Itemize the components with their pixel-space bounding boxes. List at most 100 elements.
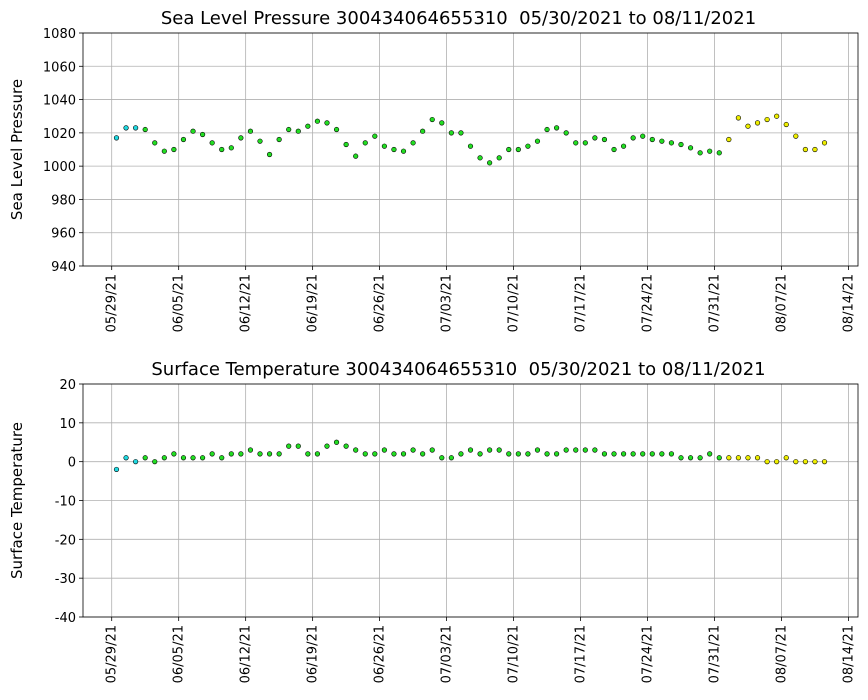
point (410, 140, 416, 146)
point (640, 451, 646, 457)
point (209, 451, 215, 457)
point (257, 138, 263, 144)
point (190, 128, 196, 134)
point (190, 455, 196, 461)
y-tick-label: 940 (51, 260, 76, 275)
point (171, 451, 177, 457)
point (783, 455, 789, 461)
x-tick-label: 07/03/21 (440, 625, 455, 683)
point (410, 447, 416, 453)
point (649, 136, 655, 143)
point (582, 447, 588, 453)
point (573, 140, 579, 146)
point (745, 455, 751, 461)
y-tick-label: 960 (51, 227, 76, 242)
point (286, 126, 292, 133)
point (113, 466, 120, 473)
point (802, 146, 808, 153)
point (324, 120, 330, 126)
point (152, 459, 158, 465)
point (707, 451, 713, 457)
point (678, 141, 684, 148)
point (544, 126, 550, 133)
point (487, 160, 493, 166)
point (381, 447, 387, 453)
point (429, 447, 435, 453)
point (659, 138, 665, 144)
point (391, 146, 397, 153)
point (400, 451, 407, 457)
point (754, 120, 761, 126)
x-tick-label: 07/31/21 (707, 625, 722, 683)
point (467, 143, 474, 149)
point (133, 459, 139, 465)
point (812, 146, 818, 153)
point (783, 121, 789, 128)
x-tick-label: 06/26/21 (373, 625, 388, 683)
point (219, 146, 225, 153)
point (668, 140, 675, 146)
x-tick-label: 06/05/21 (172, 274, 187, 332)
point (534, 447, 541, 453)
point (353, 447, 359, 453)
point (247, 447, 254, 453)
point (228, 451, 234, 457)
point (573, 447, 579, 453)
point (238, 451, 244, 457)
point (735, 115, 742, 121)
x-tick-label: 06/19/21 (306, 625, 321, 683)
point (199, 131, 206, 138)
point (582, 140, 588, 146)
point (199, 455, 206, 461)
point (439, 120, 445, 126)
point (161, 148, 167, 154)
chart-title: Surface Temperature 300434064655310 05/3… (151, 359, 765, 380)
point (764, 116, 770, 123)
point (515, 451, 521, 457)
point (601, 136, 608, 143)
point (458, 130, 464, 136)
x-tick-label: 06/05/21 (172, 625, 187, 683)
point (821, 459, 828, 465)
x-tick-label: 06/12/21 (239, 625, 254, 683)
point (630, 451, 636, 457)
point (123, 125, 129, 131)
point (381, 143, 387, 149)
point (353, 153, 359, 159)
point (515, 146, 521, 153)
y-tick-label: -30 (55, 572, 76, 587)
point (362, 140, 368, 146)
point (448, 130, 454, 136)
point (343, 141, 349, 148)
point (372, 133, 378, 139)
point (525, 451, 531, 457)
point (123, 455, 129, 461)
point (716, 455, 722, 461)
point (697, 150, 703, 156)
point (697, 455, 703, 461)
x-tick-label: 07/10/21 (507, 625, 522, 683)
y-tick-label: 1060 (43, 60, 76, 75)
point (496, 155, 502, 161)
point (286, 443, 292, 449)
point (496, 447, 502, 453)
point (420, 451, 426, 457)
point (257, 451, 263, 457)
point (180, 136, 187, 143)
point (668, 451, 675, 457)
x-tick-label: 07/17/21 (574, 274, 589, 332)
point (477, 155, 483, 161)
point (314, 118, 321, 124)
point (630, 135, 636, 141)
point (276, 451, 282, 457)
point (726, 136, 732, 143)
point (726, 455, 732, 461)
point (554, 125, 560, 131)
point (420, 128, 426, 134)
point (487, 447, 493, 453)
x-tick-label: 08/14/21 (841, 625, 856, 683)
y-tick-label: -40 (55, 611, 76, 626)
y-tick-label: -20 (55, 533, 76, 548)
point (142, 455, 148, 461)
point (812, 459, 818, 465)
